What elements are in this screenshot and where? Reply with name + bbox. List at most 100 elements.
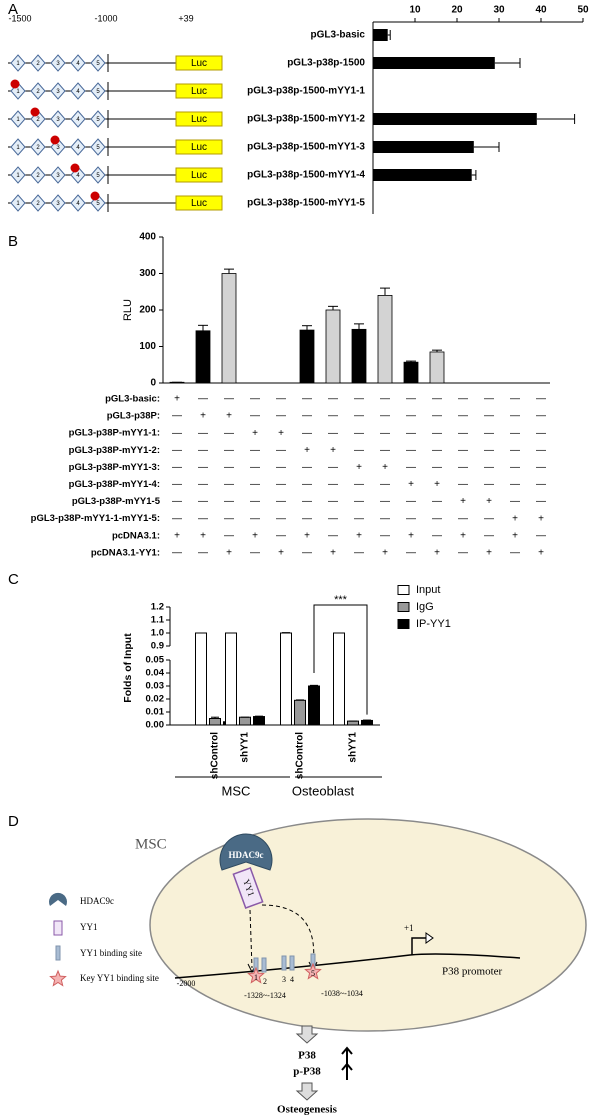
condition-mark: —: [484, 479, 494, 490]
condition-mark: —: [302, 394, 312, 405]
mutation-dot: [30, 107, 40, 117]
condition-mark: +: [460, 496, 466, 507]
site-number: 1: [16, 173, 20, 179]
condition-mark: —: [172, 445, 182, 456]
reporter-box: [175, 83, 223, 99]
x-tick-label: shControl: [295, 732, 306, 779]
condition-mark: +: [278, 428, 284, 439]
condition-label: pGL3-p38P-mYY1-5: [72, 496, 161, 507]
x-tick-label: 40: [535, 5, 547, 16]
site-number: 3: [56, 145, 60, 151]
site-number: 1: [16, 145, 20, 151]
condition-mark: —: [224, 513, 234, 524]
condition-mark: —: [432, 428, 442, 439]
condition-mark: —: [458, 394, 468, 405]
site-number: 5: [311, 969, 315, 978]
site-number: 1: [16, 61, 20, 67]
condition-mark: —: [198, 428, 208, 439]
y-tick-label: 1.2: [151, 602, 164, 613]
y-tick-label: 300: [139, 268, 156, 279]
condition-mark: —: [432, 462, 442, 473]
condition-mark: +: [486, 548, 492, 559]
condition-mark: —: [432, 411, 442, 422]
start-label: -2000: [177, 979, 196, 988]
condition-mark: —: [328, 411, 338, 422]
significance-bracket: [313, 604, 368, 715]
condition-mark: —: [328, 462, 338, 473]
site-diamond: [70, 194, 86, 212]
bar: [169, 381, 185, 384]
x-tick-label: 20: [451, 5, 463, 16]
site-number: 2: [36, 201, 40, 207]
condition-mark: —: [250, 394, 260, 405]
condition-mark: —: [380, 445, 390, 456]
condition-mark: —: [536, 462, 546, 473]
tss-arrowhead: [425, 932, 434, 944]
condition-mark: —: [328, 530, 338, 541]
x-tick-label: shYY1: [240, 732, 251, 763]
legend-icon: [49, 892, 67, 906]
bar: [373, 57, 495, 69]
y-tick-label: 0.01: [146, 707, 165, 718]
site-diamond: [90, 110, 106, 128]
mutation-dot: [70, 163, 80, 173]
condition-mark: —: [380, 394, 390, 405]
condition-mark: —: [406, 462, 416, 473]
condition-mark: —: [224, 445, 234, 456]
output-label: Osteogenesis: [277, 1104, 338, 1116]
condition-mark: +: [200, 411, 206, 422]
legend-label: Input: [416, 584, 440, 596]
site-diamond: [90, 82, 106, 100]
arrow: [249, 909, 253, 969]
condition-mark: —: [536, 394, 546, 405]
promoter-label: P38 promoter: [442, 966, 503, 978]
condition-mark: —: [354, 548, 364, 559]
condition-mark: —: [354, 411, 364, 422]
bar: [221, 273, 237, 384]
condition-mark: —: [354, 513, 364, 524]
condition-mark: —: [484, 530, 494, 541]
condition-mark: —: [276, 496, 286, 507]
condition-mark: —: [536, 479, 546, 490]
site-diamond: [30, 54, 46, 72]
site-diamond: [30, 166, 46, 184]
condition-mark: —: [536, 411, 546, 422]
legend-label: YY1: [80, 922, 98, 932]
site-number: 5: [96, 173, 100, 179]
condition-mark: +: [200, 530, 206, 541]
condition-mark: —: [198, 462, 208, 473]
yy1-icon: YY1: [232, 867, 264, 909]
legend-label: YY1 binding site: [80, 948, 142, 958]
bar: [294, 699, 306, 726]
site-diamond: [90, 54, 106, 72]
construct-label: +39: [178, 13, 193, 23]
condition-mark: +: [252, 428, 258, 439]
condition-mark: —: [354, 428, 364, 439]
panel-label: D: [8, 813, 19, 830]
condition-mark: —: [406, 394, 416, 405]
site-number: 1: [16, 117, 20, 123]
y-tick-label: 0.03: [146, 681, 165, 692]
condition-mark: +: [434, 548, 440, 559]
site-diamond: [90, 166, 106, 184]
condition-mark: —: [198, 496, 208, 507]
site-number: 5: [96, 61, 100, 67]
site-range: -1328~-1324: [244, 991, 286, 1000]
legend-swatch: [397, 602, 410, 612]
site-diamond: [50, 194, 66, 212]
condition-mark: —: [510, 548, 520, 559]
reporter-box: [175, 55, 223, 71]
panel-label: C: [8, 571, 19, 588]
condition-mark: —: [172, 428, 182, 439]
construct-label: -1500: [8, 13, 31, 23]
site-number: 4: [76, 173, 80, 179]
condition-mark: —: [328, 496, 338, 507]
reporter-label: Luc: [191, 198, 207, 209]
reporter-label: Luc: [191, 86, 207, 97]
output-label: p-P38: [293, 1066, 321, 1078]
bar: [373, 141, 474, 153]
x-tick-label: 50: [577, 5, 589, 16]
condition-mark: —: [458, 462, 468, 473]
site-diamond: [10, 110, 26, 128]
site-diamond: [90, 138, 106, 156]
